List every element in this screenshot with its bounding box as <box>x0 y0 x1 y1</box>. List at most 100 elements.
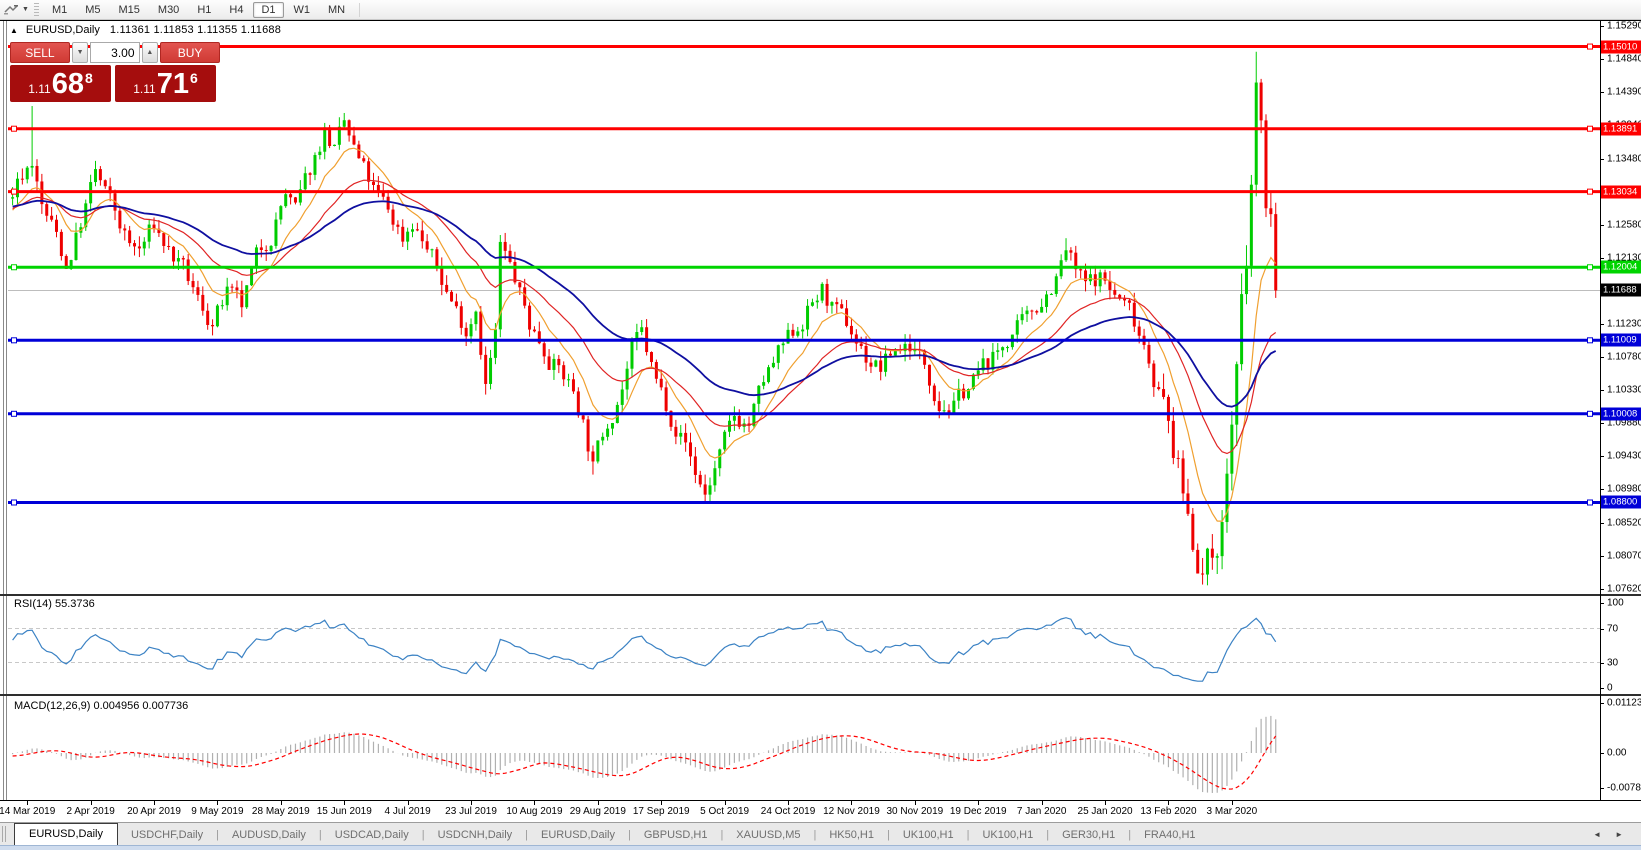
price-tick-1.08070-tick <box>1600 556 1604 558</box>
rsi-level-100-tick <box>1600 603 1604 604</box>
rsi-pane-separator[interactable] <box>0 594 1641 596</box>
date-tick <box>280 801 282 805</box>
date-tick <box>597 801 599 805</box>
price-tick-1.11230-tick <box>1600 324 1604 326</box>
timeframe-button-w1[interactable]: W1 <box>293 3 311 16</box>
tab-uk100-h1[interactable]: UK100,H1 <box>982 829 1034 841</box>
price-tick-1.09430-tick <box>1600 456 1604 458</box>
chart-left-border <box>6 21 7 845</box>
timeframe-button-h4[interactable]: H4 <box>229 3 244 16</box>
window-left-border <box>3 21 4 845</box>
buy-button[interactable]: BUY <box>160 42 220 63</box>
price-tick-1.09880-label: 1.09880 <box>1607 417 1641 429</box>
caret-down-icon: ▼ <box>76 49 84 56</box>
price-tick-1.14390-tick <box>1600 92 1604 94</box>
date-tick <box>344 801 346 805</box>
date-label: 9 May 2019 <box>191 806 244 817</box>
price-tick-1.14390-label: 1.14390 <box>1607 86 1641 98</box>
tab-eurusd-daily[interactable]: EURUSD,Daily <box>14 823 118 845</box>
price-tick-1.11230-label: 1.11230 <box>1607 318 1641 330</box>
date-label: 4 Jul 2019 <box>384 806 431 817</box>
sell-button[interactable]: SELL <box>10 42 70 63</box>
price-tick-1.12130-label: 1.12130 <box>1607 252 1641 264</box>
buy-price-pip: 6 <box>189 70 198 86</box>
periods-icon[interactable]: ▼ <box>3 3 29 17</box>
rsi-level-0-label: 0 <box>1607 682 1613 694</box>
date-tick <box>90 801 92 805</box>
chart-window-border <box>0 20 1641 21</box>
tab-separator: | <box>525 829 529 841</box>
date-label: 28 May 2019 <box>251 806 310 817</box>
date-tick <box>1231 801 1233 805</box>
tab-usdcad-daily[interactable]: USDCAD,Daily <box>334 829 409 841</box>
sell-price-display[interactable]: 1.11 68 8 <box>10 65 111 102</box>
macd-level-label: -0.007894 <box>1607 782 1641 794</box>
tab-usdchf-daily[interactable]: USDCHF,Daily <box>130 829 204 841</box>
rsi-level-70-tick <box>1600 628 1604 630</box>
chart-header: ▲ EURUSD,Daily 1.11361 1.11853 1.11355 1… <box>10 23 282 37</box>
date-label: 30 Nov 2019 <box>886 806 944 817</box>
date-label: 2 Apr 2019 <box>66 806 115 817</box>
volume-increase-button[interactable]: ▲ <box>141 42 159 63</box>
price-tick-1.15290-label: 1.15290 <box>1607 20 1641 32</box>
macd-indicator-label: MACD(12,26,9) 0.004956 0.007736 <box>14 700 189 712</box>
timeframe-button-m1[interactable]: M1 <box>51 3 68 16</box>
date-label: 29 Aug 2019 <box>569 806 626 817</box>
buy-price-display[interactable]: 1.11 71 6 <box>115 65 216 102</box>
tab-gbpusd-h1[interactable]: GBPUSD,H1 <box>643 829 708 841</box>
tab-hk50-h1[interactable]: HK50,H1 <box>829 829 874 841</box>
macd-pane-separator[interactable] <box>0 694 1641 696</box>
price-tick-1.08070-label: 1.08070 <box>1607 550 1641 562</box>
tab-usdcnh-daily[interactable]: USDCNH,Daily <box>437 829 513 841</box>
macd-level-label: 0.011232 <box>1607 697 1641 709</box>
tab-audusd-daily[interactable]: AUDUSD,Daily <box>231 829 306 841</box>
buy-price-prefix: 1.11 <box>133 82 156 96</box>
volume-input[interactable]: 3.00 <box>90 42 140 63</box>
timeframe-button-d1[interactable]: D1 <box>253 1 284 18</box>
tab-separator: | <box>966 829 970 841</box>
tab-scroll-left-icon[interactable]: ◄ <box>1593 830 1602 839</box>
price-tick-1.10330-label: 1.10330 <box>1607 384 1641 396</box>
chart-ohlc-quotes: 1.11361 1.11853 1.11355 1.11688 <box>109 24 282 36</box>
tab-separator: | <box>720 829 724 841</box>
rsi-chart-canvas[interactable] <box>8 594 1600 694</box>
macd-level-tick <box>1600 753 1604 754</box>
date-label: 13 Feb 2020 <box>1140 806 1197 817</box>
timeframe-button-m15[interactable]: M15 <box>118 3 140 16</box>
one-click-collapse-icon[interactable]: ▲ <box>10 25 18 35</box>
price-tick-1.10330-tick <box>1600 390 1604 392</box>
toolbar-separator <box>359 2 361 17</box>
date-label: 23 Jul 2019 <box>445 806 497 817</box>
tab-fra40-h1[interactable]: FRA40,H1 <box>1144 829 1196 841</box>
date-tick <box>217 801 219 805</box>
tab-scroll-right-icon[interactable]: ► <box>1615 830 1623 839</box>
tab-uk100-h1[interactable]: UK100,H1 <box>902 829 954 841</box>
price-tick-1.07620-label: 1.07620 <box>1607 583 1641 595</box>
price-tick-1.09430-label: 1.09430 <box>1607 450 1641 462</box>
timeframe-button-m30[interactable]: M30 <box>157 3 180 16</box>
tab-ger30-h1[interactable]: GER30,H1 <box>1062 829 1116 841</box>
rsi-level-30-label: 30 <box>1607 657 1619 668</box>
caret-up-icon: ▲ <box>146 49 154 56</box>
tab-separator: | <box>318 829 322 841</box>
volume-decrease-button[interactable]: ▼ <box>71 42 89 63</box>
hline-price-label: 1.15010 <box>1601 40 1641 54</box>
candlestick-chart-canvas[interactable] <box>8 21 1600 594</box>
timeframe-button-mn[interactable]: MN <box>328 3 346 16</box>
chevron-down-icon: ▼ <box>22 6 29 13</box>
sell-price-prefix: 1.11 <box>28 82 51 96</box>
date-axis[interactable]: 14 Mar 2019 2 Apr 2019 20 Apr 2019 9 May 20… <box>0 801 1641 822</box>
price-tick-1.13480-tick <box>1600 158 1604 160</box>
toolbar-grip[interactable] <box>33 2 39 17</box>
price-axis-line <box>1600 21 1601 800</box>
date-tick <box>471 801 473 805</box>
tab-xauusd-m5[interactable]: XAUUSD,M5 <box>736 829 801 841</box>
date-tick <box>1041 801 1043 805</box>
timeframe-button-m5[interactable]: M5 <box>85 3 101 16</box>
timeframe-button-h1[interactable]: H1 <box>197 3 212 16</box>
date-label: 7 Jan 2020 <box>1016 806 1067 817</box>
tab-eurusd-daily[interactable]: EURUSD,Daily <box>541 829 615 841</box>
macd-chart-canvas[interactable] <box>8 696 1600 800</box>
tab-separator: | <box>628 829 631 841</box>
date-tick <box>534 801 536 805</box>
